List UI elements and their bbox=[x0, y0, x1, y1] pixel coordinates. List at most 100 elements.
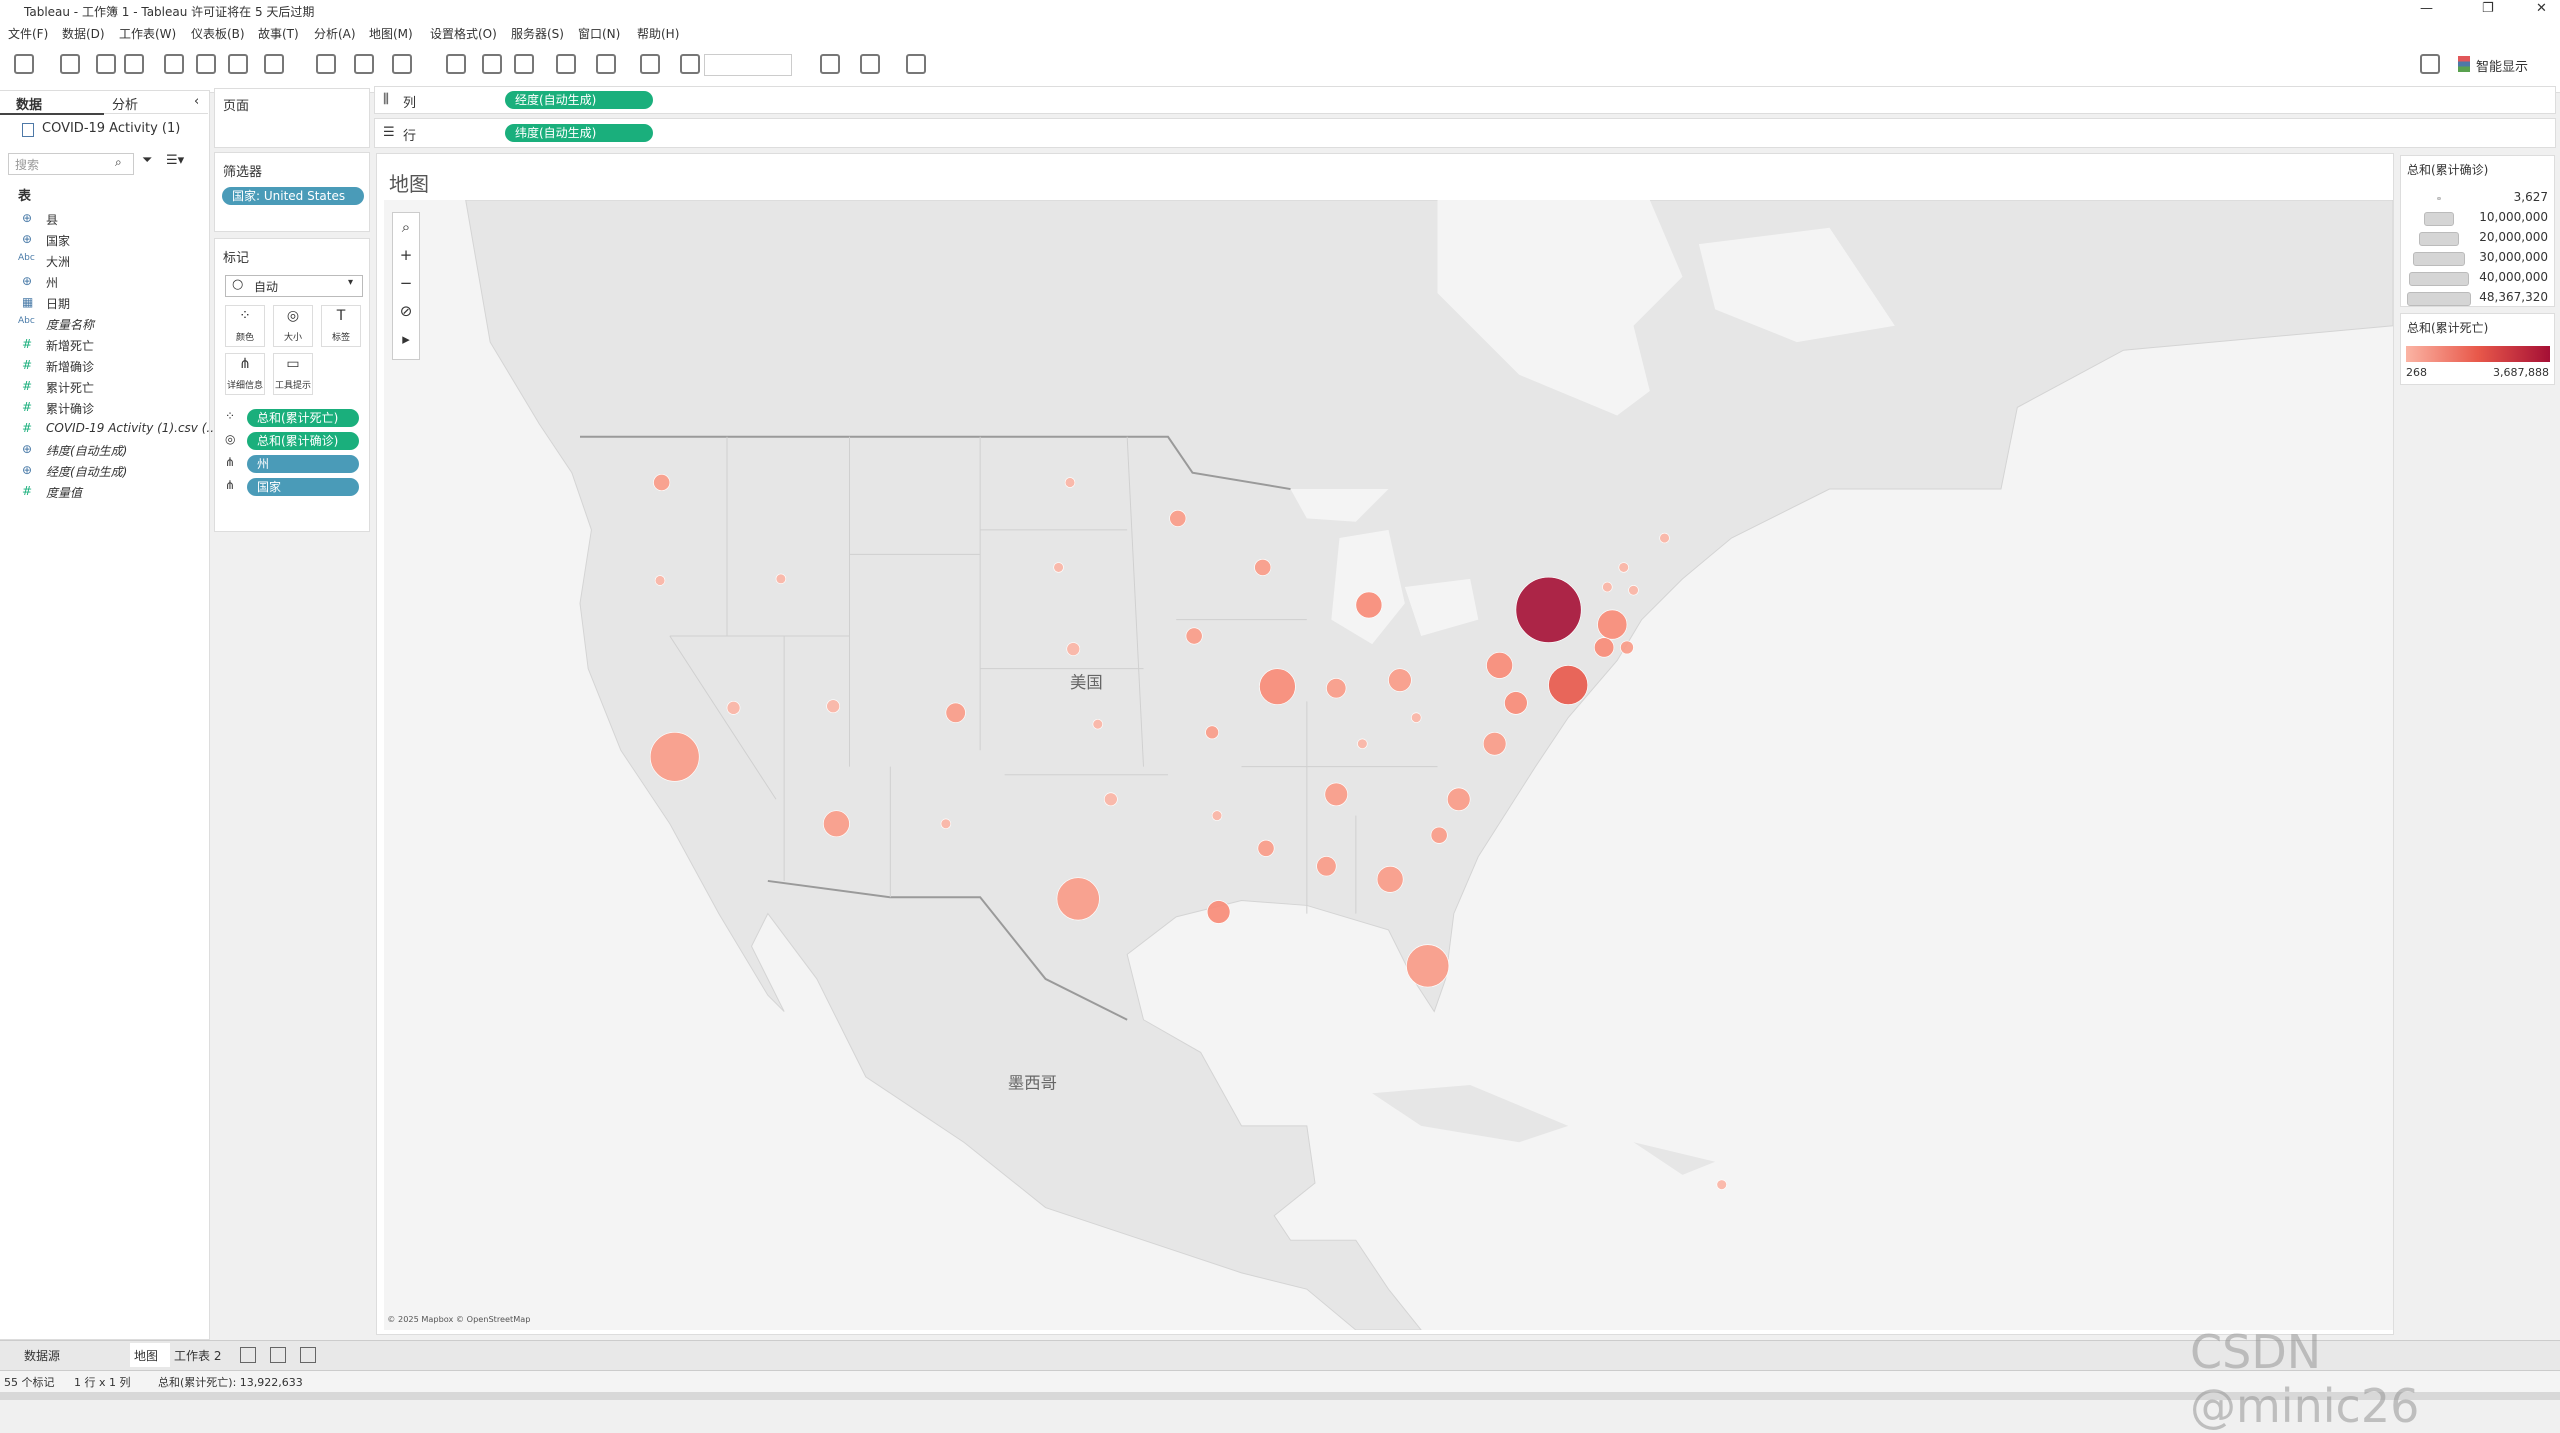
marks-pill[interactable]: 总和(累计确诊) bbox=[247, 432, 359, 450]
menu-item[interactable]: 工作表(W) bbox=[119, 27, 177, 41]
mark-button[interactable]: ▭ 工具提示 bbox=[273, 353, 313, 395]
menu-item[interactable]: 数据(D) bbox=[62, 27, 105, 41]
view-icon[interactable]: ☰▾ bbox=[166, 153, 185, 168]
minimize[interactable]: — bbox=[2420, 1, 2433, 16]
toolbar-button[interactable] bbox=[392, 54, 412, 74]
legend-max: 3,687,888 bbox=[2493, 366, 2549, 379]
close[interactable]: ✕ bbox=[2536, 1, 2547, 16]
shelf-icon: ⫼ bbox=[383, 92, 389, 107]
tab-label: 数据源 bbox=[24, 1349, 61, 1363]
smart-show[interactable]: 智能显示 bbox=[2476, 60, 2529, 75]
bubble bbox=[1716, 1179, 1727, 1190]
toolbar-button[interactable] bbox=[264, 54, 284, 74]
rows-shelf: ☰ 行 纬度(自动生成) bbox=[374, 118, 2556, 148]
menu-item[interactable]: 地图(M) bbox=[369, 27, 413, 41]
menu-item[interactable]: 故事(T) bbox=[258, 27, 299, 41]
menu-item[interactable]: 分析(A) bbox=[314, 27, 356, 41]
toolbar-button[interactable] bbox=[906, 54, 926, 74]
toolbar-button[interactable] bbox=[96, 54, 116, 74]
mark-type-dropdown[interactable]: ○ 自动 ▾ bbox=[225, 275, 363, 297]
toolbar-button[interactable] bbox=[2420, 54, 2440, 74]
button-label: 详细信息 bbox=[226, 381, 263, 391]
map-tools[interactable]: ⌕ + − ⊘ ▸ bbox=[399, 218, 413, 348]
menu-item[interactable]: 服务器(S) bbox=[511, 27, 564, 41]
shelf-pill[interactable]: 经度(自动生成) bbox=[505, 91, 653, 109]
toolbar-button[interactable] bbox=[482, 54, 502, 74]
toolbar-button[interactable] bbox=[14, 54, 34, 74]
mark-button[interactable]: ◎ 大小 bbox=[273, 305, 313, 347]
toolbar-button[interactable] bbox=[860, 54, 880, 74]
marks-pill[interactable]: 州 bbox=[247, 455, 359, 473]
bubble bbox=[1659, 532, 1670, 544]
bubble bbox=[653, 474, 671, 491]
maximize[interactable]: ❐ bbox=[2482, 1, 2494, 16]
field-name[interactable]: 新增确诊 bbox=[46, 360, 95, 374]
mark-button[interactable]: ⁘ 颜色 bbox=[225, 305, 265, 347]
field-name[interactable]: 大洲 bbox=[46, 255, 71, 269]
menu-item[interactable]: 仪表板(B) bbox=[191, 27, 245, 41]
toolbar-button[interactable] bbox=[354, 54, 374, 74]
tab-label: 分析 bbox=[112, 98, 139, 113]
field-name[interactable]: 度量名称 bbox=[46, 318, 95, 332]
sheet-tab[interactable]: 数据源 bbox=[6, 1343, 124, 1367]
field-name[interactable]: 度量值 bbox=[46, 486, 83, 500]
menu-item[interactable]: 文件(F) bbox=[8, 27, 49, 41]
source-icon bbox=[22, 123, 34, 137]
bubble bbox=[1486, 652, 1513, 679]
field-name[interactable]: 累计死亡 bbox=[46, 381, 95, 395]
field-name[interactable]: COVID-19 Activity (1).csv (... bbox=[46, 421, 218, 435]
bubble bbox=[649, 732, 700, 782]
toolbar-button[interactable] bbox=[228, 54, 248, 74]
filter-icon[interactable]: ⏷ bbox=[142, 153, 153, 168]
new-sheet-button[interactable] bbox=[270, 1347, 286, 1363]
sheet-tab[interactable]: 工作表 2 bbox=[170, 1343, 230, 1367]
toolbar-button[interactable] bbox=[514, 54, 534, 74]
toolbar-button[interactable] bbox=[640, 54, 660, 74]
toolbar-button[interactable] bbox=[556, 54, 576, 74]
field-name[interactable]: 经度(自动生成) bbox=[46, 465, 128, 479]
tab-analysis[interactable]: 分析 ‹ bbox=[104, 91, 208, 114]
menu-item[interactable]: 设置格式(O) bbox=[430, 27, 497, 41]
card-title: 筛选器 bbox=[223, 165, 263, 180]
toolbar-button[interactable] bbox=[680, 54, 700, 74]
toolbar-button[interactable] bbox=[820, 54, 840, 74]
field-name[interactable]: 新增死亡 bbox=[46, 339, 95, 353]
marks-pill[interactable]: 国家 bbox=[247, 478, 359, 496]
data-source[interactable]: COVID-19 Activity (1) bbox=[42, 121, 181, 136]
toolbar-button[interactable] bbox=[196, 54, 216, 74]
toolbar-button[interactable] bbox=[164, 54, 184, 74]
field-name[interactable]: 日期 bbox=[46, 297, 71, 311]
bubble bbox=[1548, 665, 1589, 705]
sheet-tab[interactable]: 地图 bbox=[130, 1343, 170, 1367]
field-name[interactable]: 县 bbox=[46, 213, 59, 227]
toolbar-button[interactable] bbox=[596, 54, 616, 74]
button-icon: ◎ bbox=[286, 308, 300, 324]
new-sheet-button[interactable] bbox=[240, 1347, 256, 1363]
toolbar-button[interactable] bbox=[316, 54, 336, 74]
toolbar-button[interactable] bbox=[60, 54, 80, 74]
field-name[interactable]: 州 bbox=[46, 276, 59, 290]
bubble bbox=[1103, 792, 1118, 807]
font-size-box[interactable] bbox=[704, 54, 792, 76]
marks-pill[interactable]: 总和(累计死亡) bbox=[247, 409, 359, 427]
legend-title: 总和(累计确诊) bbox=[2407, 163, 2489, 177]
bubble bbox=[1064, 477, 1076, 488]
color-legend: 总和(累计死亡) 268 3,687,888 bbox=[2400, 313, 2555, 385]
mark-button[interactable]: T 标签 bbox=[321, 305, 361, 347]
bubble bbox=[1206, 900, 1231, 924]
menu-item[interactable]: 帮助(H) bbox=[637, 27, 680, 41]
new-sheet-button[interactable] bbox=[300, 1347, 316, 1363]
filter-pill[interactable]: 国家: United States bbox=[222, 187, 364, 205]
shelf-pill[interactable]: 纬度(自动生成) bbox=[505, 124, 653, 142]
toolbar-button[interactable] bbox=[124, 54, 144, 74]
card-title: 页面 bbox=[223, 99, 250, 114]
field-name[interactable]: 国家 bbox=[46, 234, 71, 248]
toolbar-button[interactable] bbox=[446, 54, 466, 74]
field-name[interactable]: 纬度(自动生成) bbox=[46, 444, 128, 458]
menu-item[interactable]: 窗口(N) bbox=[578, 27, 621, 41]
search-box[interactable]: 搜索 ⌕ bbox=[8, 153, 134, 175]
tab-data[interactable]: 数据 bbox=[0, 91, 104, 115]
field-name[interactable]: 累计确诊 bbox=[46, 402, 95, 416]
mark-button[interactable]: ⋔ 详细信息 bbox=[225, 353, 265, 395]
